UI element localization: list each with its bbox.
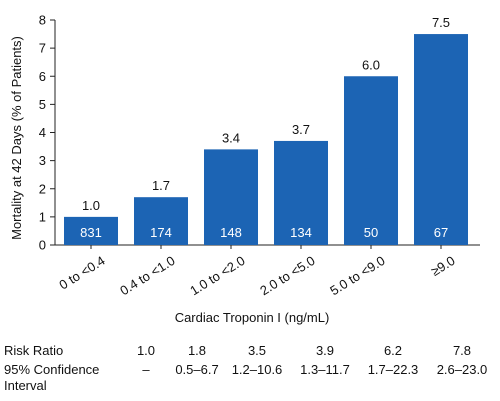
confidence-interval-value: 1.7–22.3 [367,362,419,377]
risk-ratio-value: 1.8 [187,343,207,358]
ci-label-line1: 95% Confidence [4,362,100,377]
bars-group: 1.0 831 1.7 174 3.4 148 3.7 134 6.0 50 7.5 67 [64,15,468,245]
x-axis-title: Cardiac Troponin I (ng/mL) [175,310,330,325]
x-tick-label: 2.0 to <5.0 [257,253,317,298]
risk-ratio-value: 3.9 [315,343,335,358]
confidence-interval-value: 2.6–23.0 [436,362,488,377]
confidence-interval-value: 1.3–11.7 [300,362,350,377]
y-axis-title: Mortality at 42 Days (% of Patients) [9,36,24,240]
risk-ratio-label: Risk Ratio [4,343,64,358]
x-axis-ticks: 0 to <0.4 0.4 to <1.0 1.0 to <2.0 2.0 to <5… [56,245,458,298]
bar-value-label: 1.0 [82,198,100,213]
bar [274,140,328,245]
bar [134,197,188,245]
y-tick-label: 5 [39,97,46,112]
y-tick-label: 3 [39,153,46,168]
bar-count-label: 148 [220,225,242,240]
y-tick-label: 0 [39,238,46,253]
bar-count-label: 67 [434,225,448,240]
risk-ratio-row: Risk Ratio 1.0 1.8 3.5 3.9 6.2 7.8 [0,343,500,361]
bar-value-label: 1.7 [152,178,170,193]
bar-value-label: 3.4 [222,130,240,145]
bar-value-label: 3.7 [292,122,310,137]
x-tick-label: ≥9.0 [428,253,457,279]
y-tick-label: 4 [39,125,46,140]
ci-label-line2: Interval [4,378,47,393]
y-tick-label: 6 [39,69,46,84]
confidence-interval-value: 1.2–10.6 [231,362,283,377]
y-tick-label: 8 [39,13,46,28]
confidence-interval-label: 95% Confidence Interval [4,362,99,393]
x-tick-label: 1.0 to <2.0 [187,253,247,298]
bar [414,34,468,245]
risk-ratio-value: 1.0 [136,343,156,358]
bar-count-label: 174 [150,225,172,240]
bar [344,76,398,245]
y-tick-label: 7 [39,41,46,56]
risk-ratio-value: 7.8 [452,343,472,358]
bar-count-label: 134 [290,225,312,240]
confidence-interval-row: 95% Confidence Interval – 0.5–6.7 1.2–10.6… [0,362,500,398]
y-axis-ticks: 0 1 2 3 4 5 6 7 8 [39,13,55,253]
bar-value-label: 7.5 [432,15,450,30]
bar-count-label: 50 [364,225,378,240]
x-tick-label: 0.4 to <1.0 [117,253,177,298]
confidence-interval-value: – [142,362,150,377]
bar-value-label: 6.0 [362,57,380,72]
y-tick-label: 2 [39,181,46,196]
bar [64,216,118,245]
risk-ratio-value: 3.5 [247,343,267,358]
y-tick-label: 1 [39,209,46,224]
risk-ratio-value: 6.2 [383,343,403,358]
bar [204,149,258,245]
bar-count-label: 831 [80,225,102,240]
confidence-interval-value: 0.5–6.7 [175,362,219,377]
x-tick-label: 0 to <0.4 [56,253,107,293]
x-tick-label: 5.0 to <9.0 [327,253,387,298]
